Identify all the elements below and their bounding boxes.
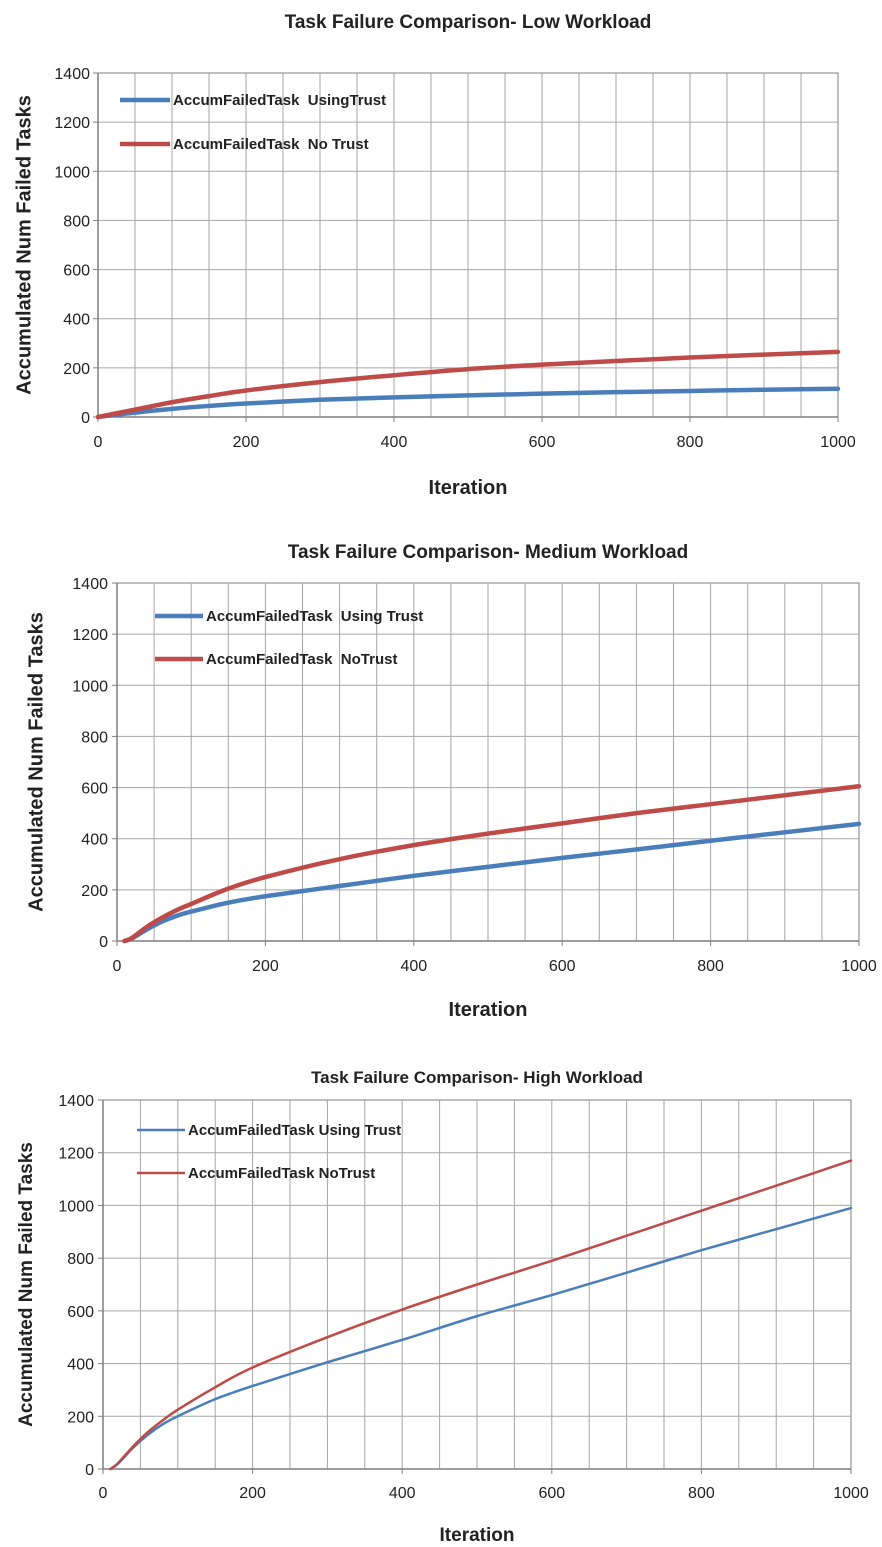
y-tick-label: 1000 <box>72 678 108 695</box>
legend-label-no-trust: AccumFailedTask No Trust <box>173 136 369 153</box>
legend-label-using-trust: AccumFailedTask Using Trust <box>188 1122 401 1139</box>
y-tick-label: 1400 <box>54 66 90 83</box>
x-axis-label: Iteration <box>440 1525 515 1546</box>
chart-title: Task Failure Comparison- Low Workload <box>285 12 652 33</box>
y-tick-label: 200 <box>67 1409 94 1426</box>
y-tick-label: 0 <box>81 410 90 427</box>
x-axis-label: Iteration <box>429 477 508 499</box>
y-tick-label: 0 <box>85 1462 94 1479</box>
y-tick-label: 400 <box>67 1357 94 1374</box>
y-tick-label: 1200 <box>72 627 108 644</box>
y-tick-label: 1000 <box>54 164 90 181</box>
x-tick-label: 800 <box>697 958 724 975</box>
y-tick-label: 800 <box>67 1251 94 1268</box>
y-tick-label: 800 <box>63 213 90 230</box>
y-tick-label: 1400 <box>72 576 108 593</box>
y-tick-label: 200 <box>63 361 90 378</box>
x-tick-label: 0 <box>99 1485 108 1502</box>
x-tick-label: 400 <box>381 434 408 451</box>
series-line-no-trust <box>109 1159 853 1471</box>
x-tick-label: 0 <box>113 958 122 975</box>
chart-low-svg: 0 200 400 600 800 1000 1200 1400 0 200 400 600 800 10… <box>13 12 856 499</box>
x-tick-label: 1000 <box>820 434 856 451</box>
chart-title: Task Failure Comparison- High Workload <box>311 1068 643 1087</box>
y-tick-label: 400 <box>63 312 90 329</box>
legend-label-using-trust: AccumFailedTask UsingTrust <box>173 92 386 109</box>
x-tick-label: 200 <box>239 1485 266 1502</box>
legend-label-using-trust: AccumFailedTask Using Trust <box>206 608 423 625</box>
chart-low-workload: 0 200 400 600 800 1000 1200 1400 0 200 400 600 800 10… <box>0 0 882 510</box>
y-tick-label: 1200 <box>58 1146 94 1163</box>
chart-title: Task Failure Comparison- Medium Workload <box>288 542 688 563</box>
x-tick-label: 800 <box>677 434 704 451</box>
x-tick-label: 1000 <box>833 1485 869 1502</box>
y-tick-label: 1200 <box>54 115 90 132</box>
x-tick-label: 400 <box>400 958 427 975</box>
series-line-no-trust <box>122 784 862 944</box>
series-line-no-trust <box>95 349 841 420</box>
legend-label-no-trust: AccumFailedTask NoTrust <box>206 651 397 668</box>
series-line-using-trust <box>109 1206 853 1471</box>
x-tick-label: 200 <box>252 958 279 975</box>
x-tick-label: 800 <box>688 1485 715 1502</box>
y-tick-label: 1000 <box>58 1198 94 1215</box>
chart-medium-svg: 0 200 400 600 800 1000 1200 1400 0 200 400 600 800 10… <box>25 542 877 1021</box>
y-tick-label: 600 <box>63 263 90 280</box>
legend-label-no-trust: AccumFailedTask NoTrust <box>188 1165 375 1182</box>
x-axis-label: Iteration <box>449 999 528 1021</box>
x-tick-label: 600 <box>549 958 576 975</box>
series-line-using-trust <box>122 821 862 944</box>
chart-high-svg: 0 200 400 600 800 1000 1200 1400 0 200 400 600 800 10… <box>16 1068 869 1546</box>
chart-medium-workload: 0 200 400 600 800 1000 1200 1400 0 200 400 600 800 10… <box>0 530 882 1040</box>
y-axis-label: Accumulated Num Failed Tasks <box>25 612 47 912</box>
y-axis-label: Accumulated Num Failed Tasks <box>16 1142 37 1427</box>
y-tick-label: 1400 <box>58 1093 94 1110</box>
y-tick-label: 200 <box>81 883 108 900</box>
y-tick-label: 800 <box>81 729 108 746</box>
y-tick-label: 0 <box>99 934 108 951</box>
y-axis-label: Accumulated Num Failed Tasks <box>13 95 35 395</box>
x-tick-label: 1000 <box>841 958 877 975</box>
y-tick-label: 600 <box>81 781 108 798</box>
x-tick-label: 600 <box>529 434 556 451</box>
x-tick-label: 400 <box>389 1485 416 1502</box>
x-tick-label: 0 <box>94 434 103 451</box>
series-line-using-trust <box>95 386 841 420</box>
x-tick-label: 600 <box>538 1485 565 1502</box>
x-tick-label: 200 <box>233 434 260 451</box>
y-tick-label: 600 <box>67 1304 94 1321</box>
y-tick-label: 400 <box>81 832 108 849</box>
chart-high-workload: 0 200 400 600 800 1000 1200 1400 0 200 400 600 800 10… <box>0 1058 882 1547</box>
